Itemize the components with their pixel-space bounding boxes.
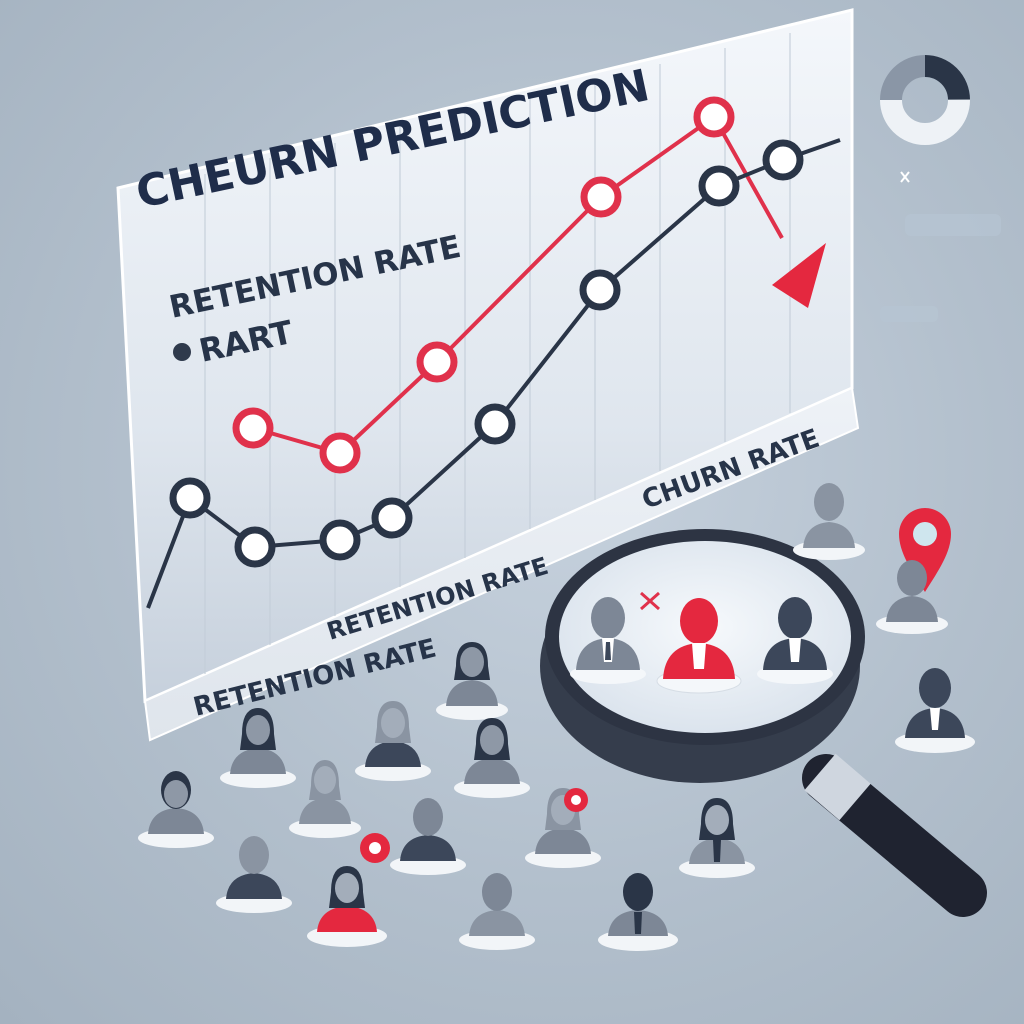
churn-point: [580, 176, 622, 218]
donut-chart-icon: [880, 55, 970, 145]
faded-text-marks: [880, 214, 1001, 322]
person-icon: [570, 597, 646, 684]
retention-point: [579, 269, 621, 311]
person-icon: [679, 798, 755, 878]
churn-point: [693, 96, 735, 138]
person-icon: [216, 836, 292, 913]
person-icon: [757, 597, 833, 684]
person-icon: [656, 598, 742, 694]
retention-point: [698, 165, 740, 207]
retention-point: [234, 526, 276, 568]
person-icon: [355, 701, 431, 781]
person-icon: [876, 560, 948, 634]
person-icon: [454, 718, 530, 798]
alert-badge-icon: [564, 788, 588, 812]
crowd: [138, 483, 975, 951]
retention-point: [319, 519, 361, 561]
person-icon: [895, 668, 975, 753]
churn-point: [319, 432, 361, 474]
person-icon: [525, 788, 601, 868]
person-icon: [289, 760, 361, 838]
person-icon: [793, 483, 865, 560]
churn-point: [416, 341, 458, 383]
person-icon: [307, 866, 387, 947]
churn-arrowhead: [772, 243, 826, 308]
retention-point: [169, 477, 211, 519]
close-x-icon: [640, 591, 660, 611]
retention-point: [371, 497, 413, 539]
legend-dot: [173, 343, 191, 361]
person-icon: [436, 642, 508, 720]
person-icon: [138, 771, 214, 848]
person-icon: [220, 708, 296, 788]
retention-line: [146, 138, 841, 609]
retention-point: [474, 403, 516, 445]
retention-point: [762, 139, 804, 181]
churn-point: [232, 407, 274, 449]
churn-markers: [232, 96, 735, 474]
person-icon: [598, 873, 678, 951]
person-icon: [459, 873, 535, 950]
person-icon: [390, 798, 466, 875]
sparkle-icon: [900, 171, 910, 183]
retention-markers: [169, 139, 804, 568]
alert-badge-icon: [360, 833, 390, 863]
